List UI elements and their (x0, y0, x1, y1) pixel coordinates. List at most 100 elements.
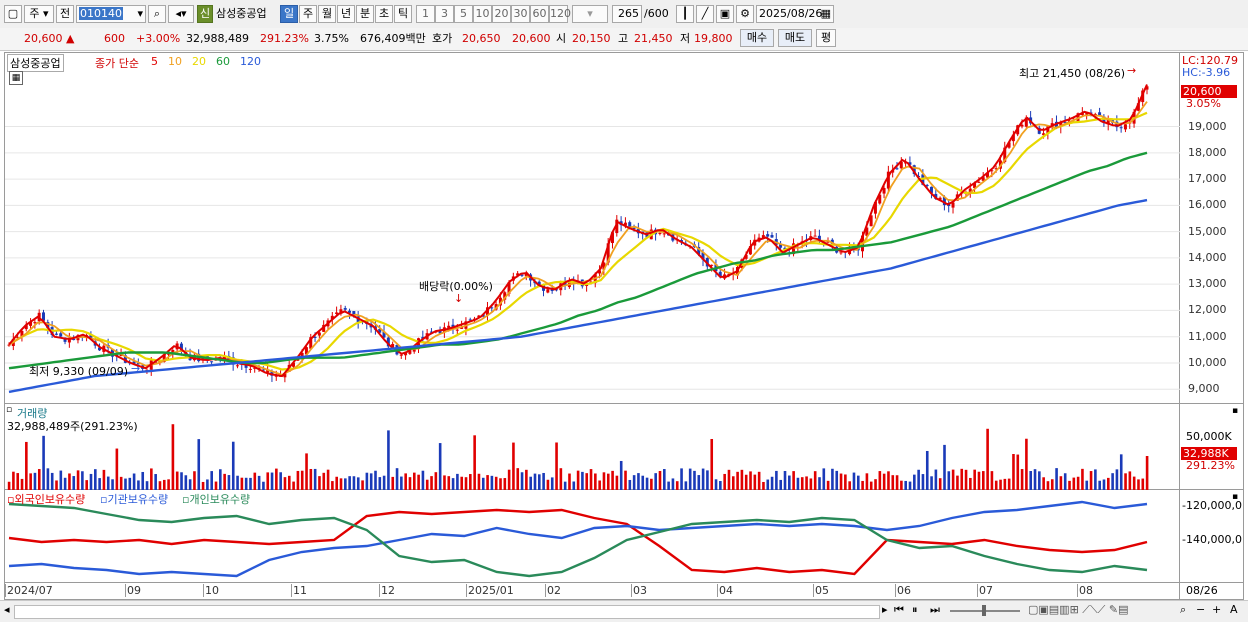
x-label: 03 (631, 584, 647, 597)
volume-bar (938, 478, 942, 490)
interval-20[interactable]: 20 (492, 5, 511, 23)
zoom-in-icon[interactable]: + (1212, 603, 1222, 616)
x-axis: 2024/07 09 10 11 12 2025/01 02 03 04 05 06 07 08 (4, 583, 1180, 600)
candle-body (1037, 127, 1041, 134)
period-2[interactable]: 월 (318, 5, 336, 23)
calendar-icon[interactable]: ▦ (820, 7, 831, 20)
grid-toggle-icon[interactable]: ▦ (9, 71, 23, 85)
interval-custom[interactable]: ▾ (572, 5, 608, 23)
candle-body (429, 331, 433, 333)
volume-pane[interactable]: ▫ 거래량 32,988,489주(291.23%) (4, 404, 1180, 490)
market-select[interactable]: 주 ▾ (24, 5, 54, 23)
scroll-start-icon[interactable]: ⏮ (894, 603, 904, 616)
scroll-left-icon[interactable]: ◂ (4, 603, 10, 616)
holding-legend-0[interactable]: ▫외국인보유수량 (7, 493, 86, 506)
zoom-slider-handle[interactable] (982, 605, 986, 616)
sell-button[interactable]: 매도 (778, 29, 812, 47)
interval-10[interactable]: 10 (473, 5, 492, 23)
ma-period-60[interactable]: 60 (216, 55, 230, 68)
price-tick-label: 17,000 (1188, 172, 1227, 186)
volume-bar (318, 476, 321, 490)
candle-body (968, 188, 972, 194)
period-3[interactable]: 년 (337, 5, 355, 23)
open-label: 시 (556, 32, 567, 45)
candle-body (1106, 120, 1110, 125)
volume-bar (180, 472, 183, 490)
volume-bar (434, 472, 438, 490)
ma-period-20[interactable]: 20 (192, 55, 206, 68)
search-icon[interactable]: ⌕ (148, 5, 166, 23)
period-6[interactable]: 틱 (394, 5, 412, 23)
code-input[interactable]: 010140 ▾ (76, 5, 146, 23)
period-5[interactable]: 초 (375, 5, 393, 23)
draw-icon[interactable]: ╱ (696, 5, 714, 23)
scroll-right-icon[interactable]: ▸ (882, 603, 888, 616)
volume-bar (72, 476, 76, 490)
volume-bar (697, 475, 701, 490)
speaker-icon[interactable]: ◂▾ (168, 5, 194, 23)
volume-bar (913, 474, 916, 490)
ma-period-5[interactable]: 5 (151, 55, 158, 68)
layout-icons[interactable]: ▢▣▤▥⊞ ⟋⟍⟋ ✎▤ (1028, 603, 1129, 616)
interval-3[interactable]: 3 (435, 5, 454, 23)
volume-value: 32,988,489 (186, 32, 249, 45)
volume-bar (904, 480, 908, 490)
candle-body (994, 168, 998, 170)
count-input[interactable]: 265 (612, 5, 642, 23)
candle-body (313, 336, 317, 338)
window-icon[interactable]: ▢ (4, 5, 22, 23)
volume-bar (878, 471, 882, 490)
pause-icon[interactable]: ⏸ (912, 603, 918, 616)
volume-bar (581, 471, 584, 490)
volume-bar (287, 475, 291, 490)
volume-bar (1102, 479, 1106, 490)
date-input[interactable]: 2025/08/26 ▦ (756, 5, 834, 23)
candle-body (1059, 121, 1063, 127)
volume-bar (322, 472, 326, 490)
holding-legend-2[interactable]: ▫개인보유수량 (182, 493, 251, 506)
interval-1[interactable]: 1 (416, 5, 435, 23)
volume-bar (826, 480, 830, 490)
market-mode[interactable]: 전 (56, 5, 74, 23)
holding-pane[interactable]: ▫외국인보유수량 ▫기관보유수량 ▫개인보유수량 (4, 490, 1180, 583)
holding-legend-1[interactable]: ▫기관보유수량 (100, 493, 169, 506)
scroll-end-icon[interactable]: ⏭ (930, 603, 940, 616)
ma-period-10[interactable]: 10 (168, 55, 182, 68)
zoom-icon[interactable]: ⌕ (1180, 603, 1187, 616)
holding-close-icon[interactable]: ▪ (1232, 492, 1239, 502)
code-value: 010140 (79, 7, 123, 20)
zoom-out-icon[interactable]: − (1196, 603, 1206, 616)
interval-5[interactable]: 5 (454, 5, 473, 23)
ma-period-120[interactable]: 120 (240, 55, 261, 68)
volume-bar (132, 473, 136, 490)
candle-body (710, 264, 714, 266)
volume-bar (262, 481, 265, 490)
volume-bar (490, 475, 494, 490)
eval-button[interactable]: 평 (816, 29, 836, 47)
interval-120[interactable]: 120 (549, 5, 571, 23)
volume-bar (934, 469, 938, 490)
x-label: 04 (717, 584, 733, 597)
volume-bar (184, 475, 188, 490)
last-price-box: 20,600 (1181, 85, 1237, 98)
volume-bar (469, 474, 472, 490)
period-0[interactable]: 일 (280, 5, 298, 23)
save-icon[interactable]: ▣ (716, 5, 734, 23)
font-icon[interactable]: A (1230, 603, 1238, 616)
volume-bar (882, 473, 886, 490)
volume-bar (1089, 471, 1093, 490)
scrollbar-track[interactable] (14, 605, 880, 619)
price-pane[interactable]: 삼성중공업 종가 단순 5 10 20 60 120 ▦ 최고 21,450 (08/2… (4, 52, 1181, 404)
volume-close-icon[interactable]: ▪ (1232, 406, 1239, 416)
buy-button[interactable]: 매수 (740, 29, 774, 47)
volume-bar (1111, 473, 1114, 490)
interval-30[interactable]: 30 (511, 5, 530, 23)
volume-bar (106, 476, 110, 490)
gear-icon[interactable]: ⚙ (736, 5, 754, 23)
volume-bar (1050, 479, 1054, 490)
candle-icon[interactable]: ┃ (676, 5, 694, 23)
period-4[interactable]: 분 (356, 5, 374, 23)
volume-bar (559, 468, 563, 490)
interval-60[interactable]: 60 (530, 5, 549, 23)
period-1[interactable]: 주 (299, 5, 317, 23)
